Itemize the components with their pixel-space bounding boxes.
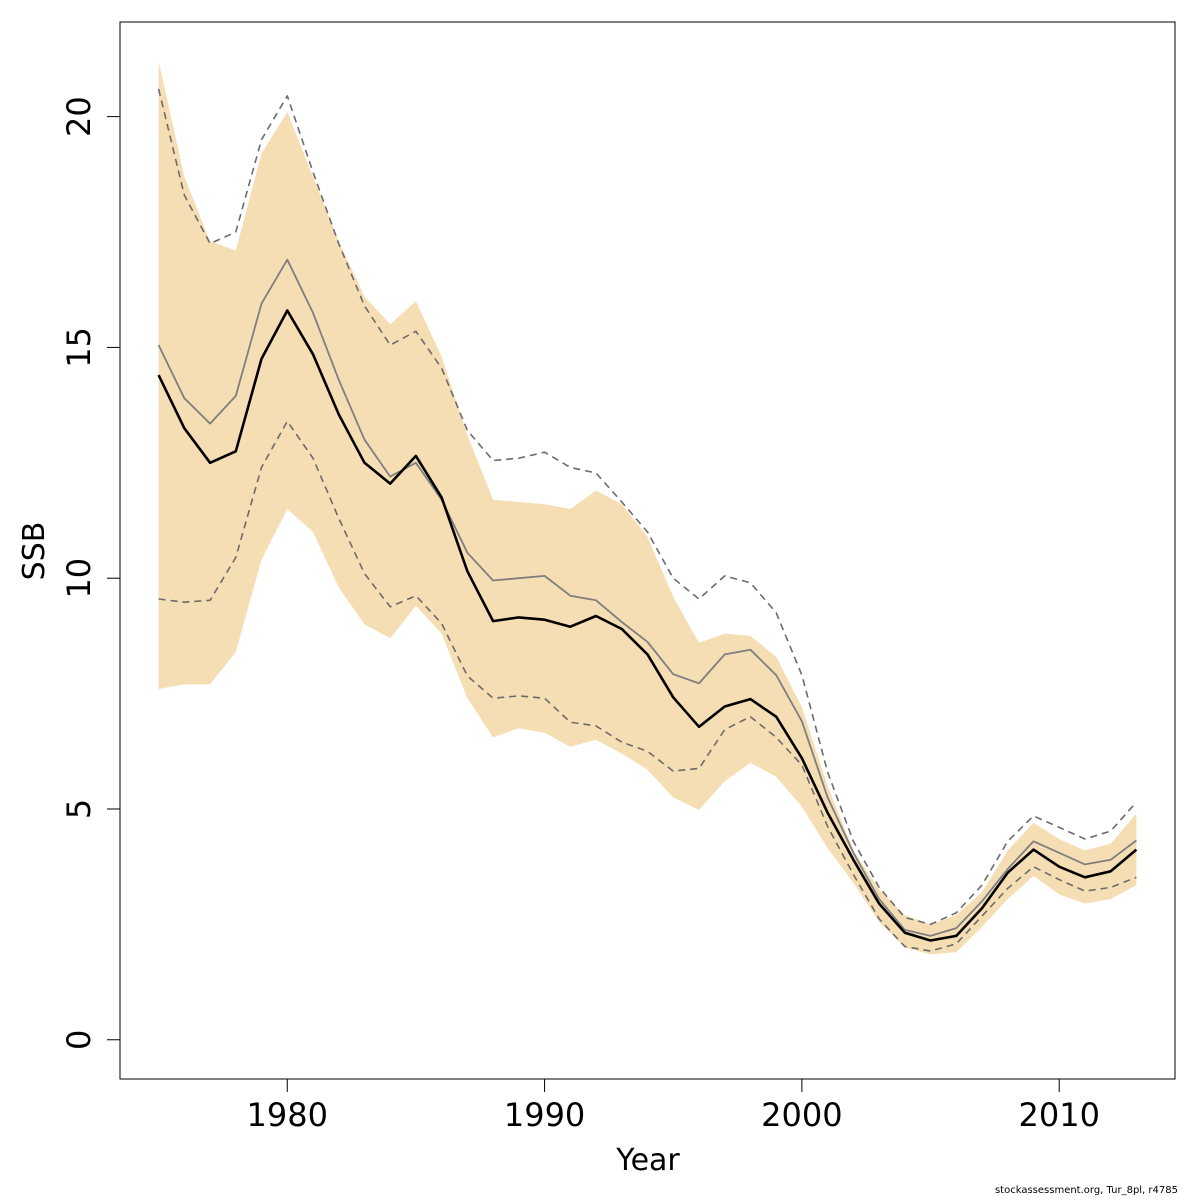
y-tick-label: 20 <box>60 96 98 137</box>
x-tick-label: 2010 <box>1018 1096 1099 1134</box>
y-tick-label: 0 <box>60 1030 98 1050</box>
x-tick-label: 1990 <box>504 1096 585 1134</box>
x-axis: 1980 1990 2000 2010 <box>247 1079 1100 1134</box>
x-tick-label: 2000 <box>761 1096 842 1134</box>
confidence-band <box>158 61 1137 955</box>
x-axis-title: Year <box>615 1143 680 1178</box>
comparison-line <box>157 258 1137 937</box>
y-tick-label: 10 <box>60 558 98 599</box>
footer-credit: stockassessment.org, Tur_8pl, r4785 <box>994 1185 1178 1196</box>
plot-frame <box>119 21 1176 1080</box>
x-tick-label: 1980 <box>247 1096 328 1134</box>
ssb-estimate-line <box>157 309 1138 942</box>
comparison-lower-dashed-line <box>158 420 1137 952</box>
y-tick-label: 5 <box>60 799 98 819</box>
y-tick-label: 15 <box>60 327 98 368</box>
plot-layer <box>157 61 1138 955</box>
y-axis-title: SSB <box>17 522 52 581</box>
comparison-upper-dashed-line <box>157 88 1137 926</box>
y-axis: 0 5 10 15 20 <box>60 96 120 1050</box>
